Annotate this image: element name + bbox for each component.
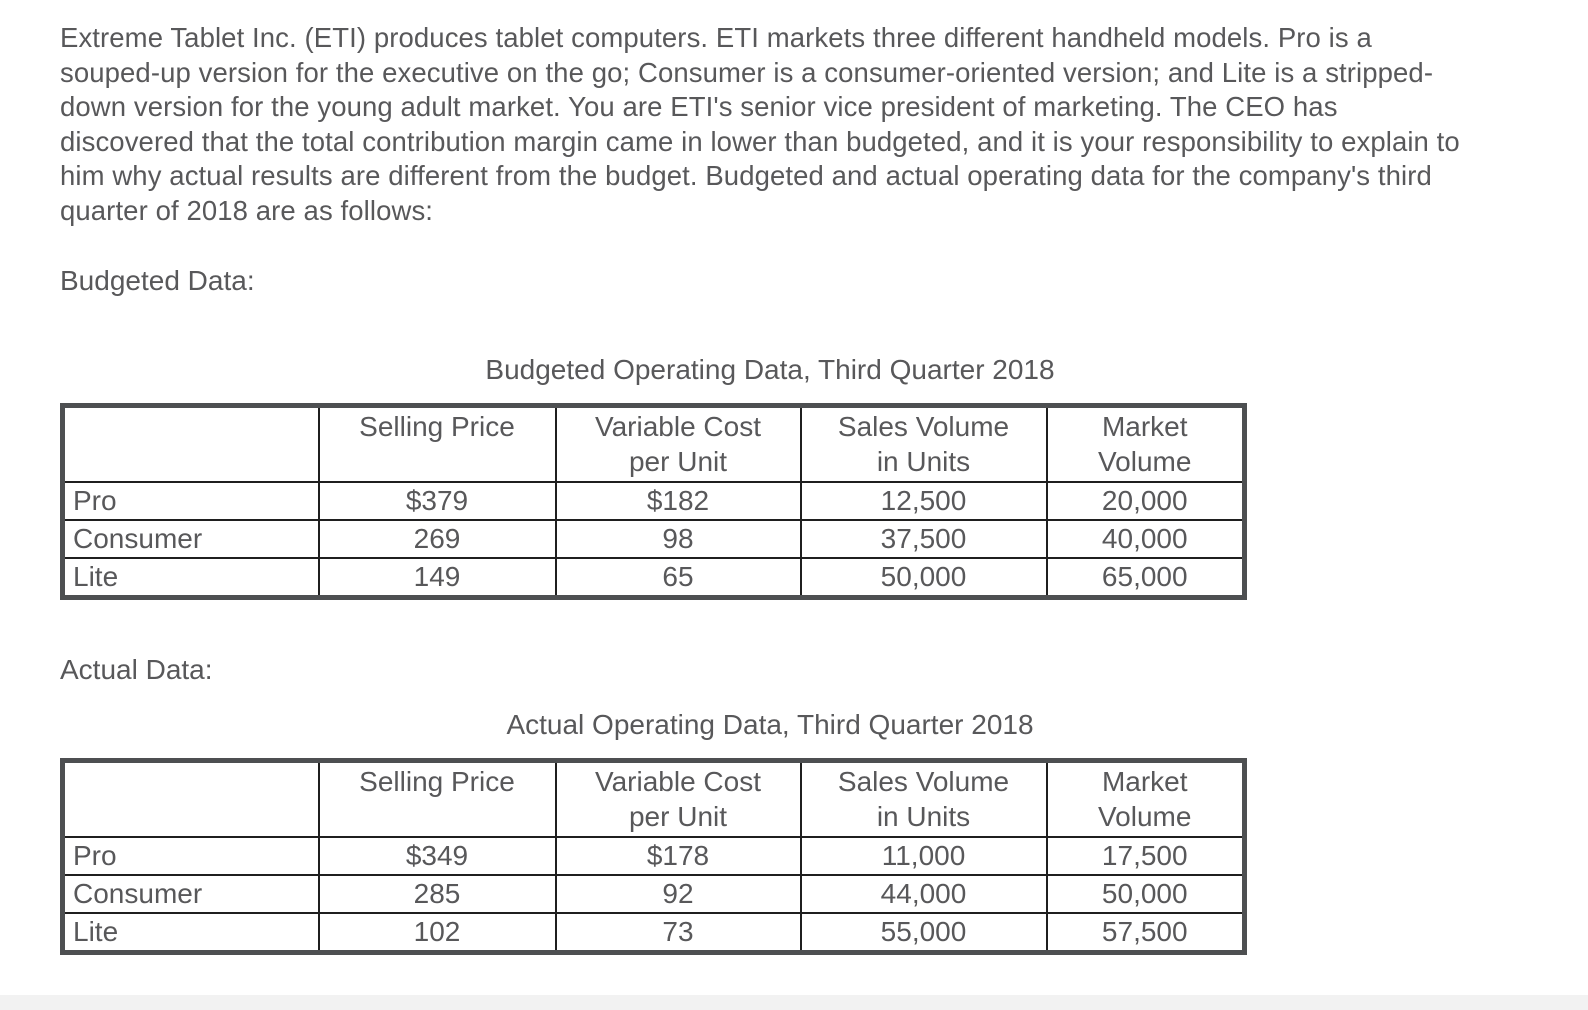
- header-cell-selling-price: Selling Price: [317, 404, 557, 483]
- table-row-pro: Pro $379 $182 12,500 20,000: [61, 481, 1246, 521]
- budgeted-table-title: Budgeted Operating Data, Third Quarter 2…: [485, 354, 1055, 385]
- actual-data-table: Selling Price Variable Cost per Unit Sal…: [60, 758, 1247, 955]
- actual-header-row: Selling Price Variable Cost per Unit Sal…: [61, 759, 1246, 838]
- row-label-cell: Pro: [61, 481, 320, 521]
- header-cell-variable-cost: Variable Cost per Unit: [554, 759, 802, 838]
- table-row-lite: Lite 149 65 50,000 65,000: [61, 557, 1246, 599]
- data-cell: 285: [317, 874, 557, 914]
- header-cell-market-volume: Market Volume: [1045, 759, 1246, 838]
- table-row-consumer: Consumer 285 92 44,000 50,000: [61, 874, 1246, 914]
- data-cell: 65: [554, 557, 802, 599]
- header-cell-blank: [61, 404, 320, 483]
- header-cell-selling-price: Selling Price: [317, 759, 557, 838]
- actual-data-label: Actual Data:: [60, 654, 213, 685]
- data-cell: 149: [317, 557, 557, 599]
- data-cell: 11,000: [799, 836, 1048, 876]
- budgeted-header-row: Selling Price Variable Cost per Unit Sal…: [61, 404, 1246, 483]
- data-cell: 57,500: [1045, 912, 1246, 954]
- problem-statement: Extreme Tablet Inc. (ETI) produces table…: [60, 22, 1460, 226]
- row-label-cell: Lite: [61, 557, 320, 599]
- table-row-lite: Lite 102 73 55,000 57,500: [61, 912, 1246, 954]
- data-cell: 92: [554, 874, 802, 914]
- row-label-cell: Consumer: [61, 874, 320, 914]
- data-cell: 98: [554, 519, 802, 559]
- data-cell: 20,000: [1045, 481, 1246, 521]
- data-cell: $379: [317, 481, 557, 521]
- page-bottom-bar: [0, 995, 1588, 1010]
- data-cell: 37,500: [799, 519, 1048, 559]
- data-cell: 65,000: [1045, 557, 1246, 599]
- budgeted-data-table: Selling Price Variable Cost per Unit Sal…: [60, 403, 1247, 600]
- data-cell: $178: [554, 836, 802, 876]
- header-cell-sales-volume: Sales Volume in Units: [799, 759, 1048, 838]
- data-cell: $349: [317, 836, 557, 876]
- table-row-consumer: Consumer 269 98 37,500 40,000: [61, 519, 1246, 559]
- data-cell: 55,000: [799, 912, 1048, 954]
- data-cell: 73: [554, 912, 802, 954]
- row-label-cell: Pro: [61, 836, 320, 876]
- table-row-pro: Pro $349 $178 11,000 17,500: [61, 836, 1246, 876]
- data-cell: 44,000: [799, 874, 1048, 914]
- data-cell: 40,000: [1045, 519, 1246, 559]
- row-label-cell: Consumer: [61, 519, 320, 559]
- actual-table-title: Actual Operating Data, Third Quarter 201…: [506, 709, 1034, 740]
- data-cell: 50,000: [1045, 874, 1246, 914]
- data-cell: $182: [554, 481, 802, 521]
- data-cell: 12,500: [799, 481, 1048, 521]
- data-cell: 50,000: [799, 557, 1048, 599]
- header-cell-blank: [61, 759, 320, 838]
- data-cell: 17,500: [1045, 836, 1246, 876]
- header-cell-sales-volume: Sales Volume in Units: [799, 404, 1048, 483]
- data-cell: 269: [317, 519, 557, 559]
- header-cell-market-volume: Market Volume: [1045, 404, 1246, 483]
- data-cell: 102: [317, 912, 557, 954]
- header-cell-variable-cost: Variable Cost per Unit: [554, 404, 802, 483]
- document-page: Extreme Tablet Inc. (ETI) produces table…: [60, 22, 1460, 955]
- budgeted-data-label: Budgeted Data:: [60, 265, 255, 296]
- row-label-cell: Lite: [61, 912, 320, 954]
